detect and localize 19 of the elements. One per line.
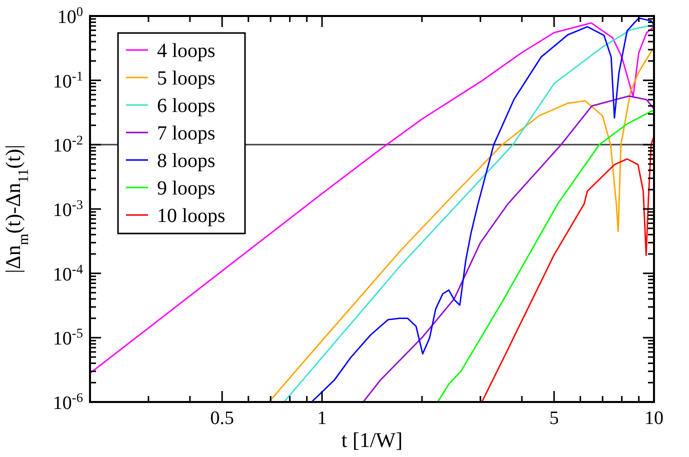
y-tick-label: 10$^{-3}$ — [52, 196, 84, 221]
legend-label: 5 loops — [157, 68, 216, 90]
x-axis-title: t [1/W] — [341, 428, 403, 452]
y-tick-label: 10$^{-5}$ — [52, 325, 84, 350]
x-tick-label: 0.5 — [210, 408, 234, 429]
legend-label: 8 loops — [157, 150, 216, 172]
y-tick-label: 10$^{-6}$ — [52, 390, 84, 414]
legend-label: 4 loops — [157, 40, 216, 62]
x-tick-label: 10 — [644, 408, 664, 429]
y-tick-label: 10$^{-2}$ — [52, 132, 83, 157]
y-tick-label: 10$^{-4}$ — [52, 260, 84, 286]
x-tick-label: 5 — [549, 408, 559, 429]
legend-label: 6 loops — [157, 95, 216, 117]
legend-label: 10 loops — [157, 205, 226, 227]
y-tick-label: 10$^{-1}$ — [52, 68, 83, 92]
x-tick-label: 1 — [317, 408, 327, 429]
y-tick-label: 10$^{0}$ — [57, 4, 84, 28]
legend-label: 7 loops — [157, 122, 216, 144]
legend-label: 9 loops — [157, 178, 216, 200]
